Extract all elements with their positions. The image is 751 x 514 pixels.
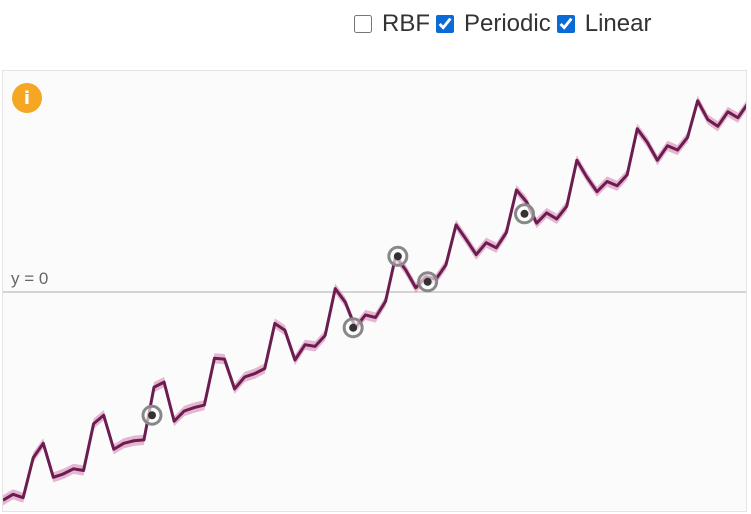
observation-point[interactable]	[387, 245, 409, 267]
uncertainty-band	[3, 95, 746, 506]
linear-label: Linear	[584, 10, 652, 37]
periodic-checkbox[interactable]	[436, 15, 454, 33]
mean-line	[3, 99, 746, 502]
rbf-checkbox[interactable]	[354, 15, 372, 33]
observation-point[interactable]	[417, 271, 439, 293]
chart-svg	[3, 95, 746, 506]
rbf-label: RBF	[382, 10, 430, 37]
observation-point[interactable]	[342, 317, 364, 339]
linear-toggle[interactable]: Linear	[556, 8, 652, 40]
kernel-controls: RBF Periodic Linear	[354, 8, 657, 40]
periodic-label: Periodic	[464, 10, 551, 37]
gp-plot[interactable]: i y = 0	[2, 70, 747, 512]
periodic-toggle[interactable]: Periodic	[436, 8, 551, 40]
observation-point[interactable]	[514, 203, 535, 225]
observation-point[interactable]	[141, 404, 163, 426]
linear-checkbox[interactable]	[556, 15, 575, 33]
info-icon[interactable]: i	[12, 83, 42, 113]
zero-label: y = 0	[11, 269, 49, 288]
rbf-toggle[interactable]: RBF	[354, 8, 430, 40]
